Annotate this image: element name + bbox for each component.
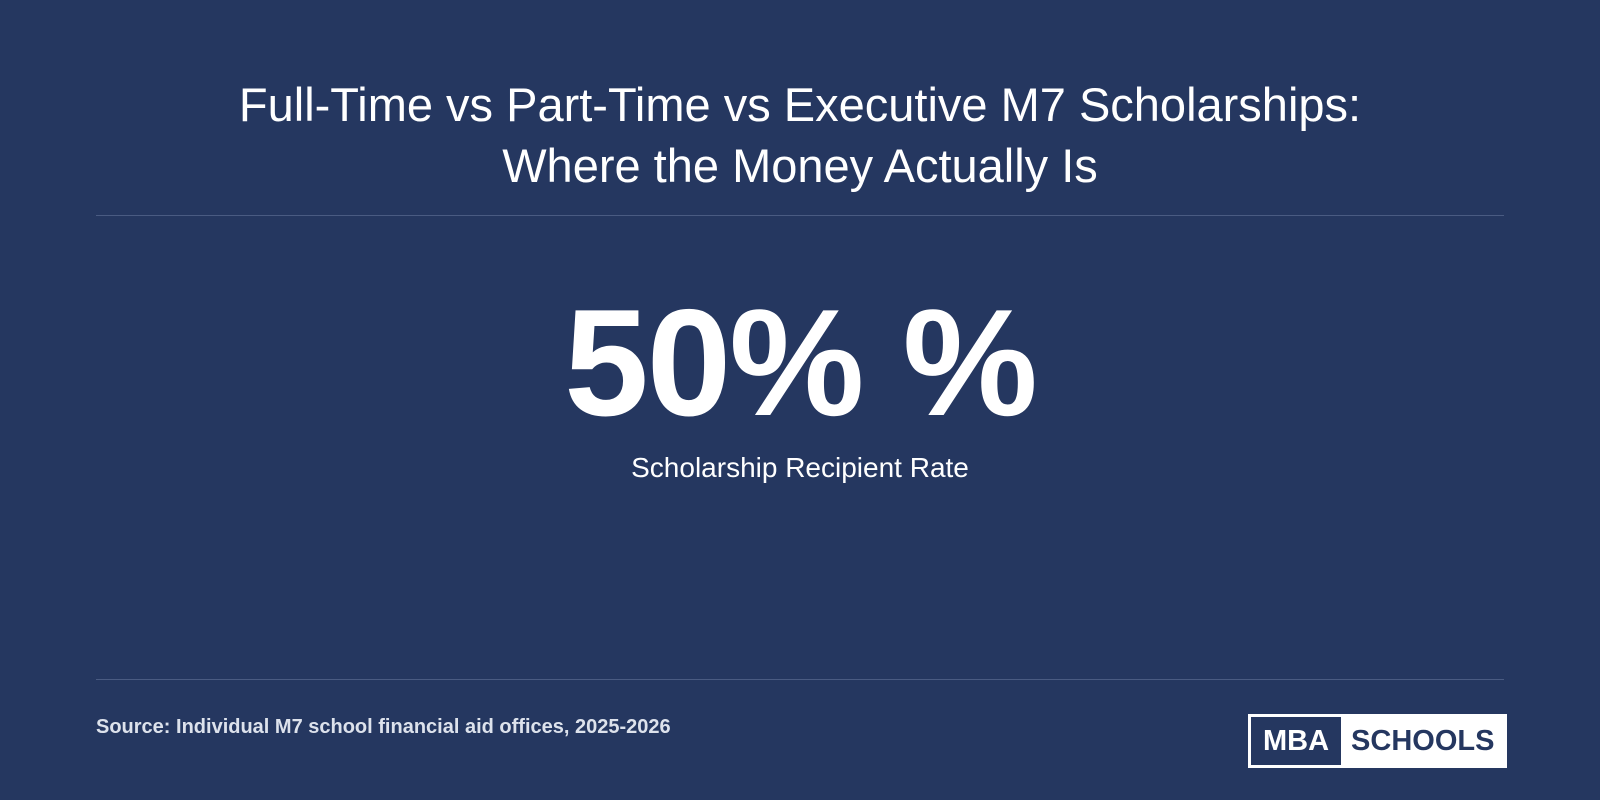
stat-label: Scholarship Recipient Rate (631, 452, 969, 483)
logo-right: SCHOOLS (1341, 717, 1505, 765)
stat-value: 50% % (564, 278, 1038, 448)
divider (96, 215, 1504, 216)
title: Full-Time vs Part-Time vs Executive M7 S… (0, 74, 1600, 196)
divider (96, 679, 1504, 680)
logo: MBA SCHOOLS (1248, 714, 1508, 768)
title-line: Where the Money Actually Is (502, 139, 1098, 192)
logo-left: MBA (1251, 717, 1342, 765)
source: Source: Individual M7 school financial a… (96, 716, 671, 738)
title-line: Full-Time vs Part-Time vs Executive M7 S… (238, 78, 1362, 131)
